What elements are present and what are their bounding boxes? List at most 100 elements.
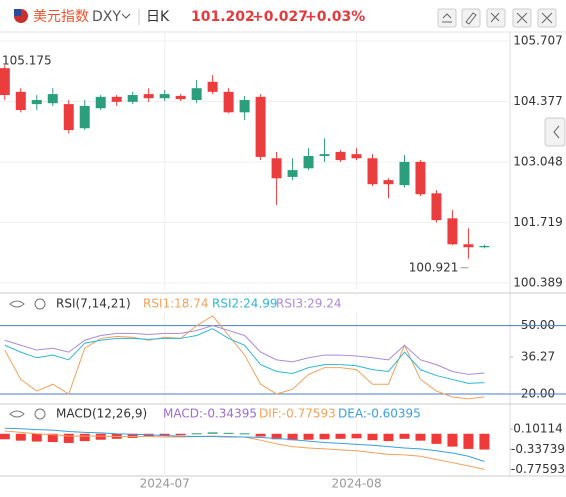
legend-item: DIF:-0.77593 xyxy=(259,407,336,421)
candle-body xyxy=(415,161,426,195)
macd-bar xyxy=(303,433,314,440)
legend-item: MACD:-0.34395 xyxy=(163,407,257,421)
y-tick-label: 105.707 xyxy=(513,34,563,48)
candle-body xyxy=(31,100,42,105)
candle-body xyxy=(159,94,170,99)
candle-body xyxy=(0,68,10,96)
indicator-title: RSI(7,14,21) xyxy=(56,297,131,311)
macd-bar xyxy=(479,433,490,450)
macd-bar xyxy=(15,433,26,441)
candle-body xyxy=(191,88,202,101)
y-tick-label: 100.389 xyxy=(513,275,563,289)
candle-body xyxy=(95,96,106,109)
macd-bar xyxy=(191,433,202,435)
candle-body xyxy=(367,158,378,185)
eye-icon[interactable] xyxy=(9,300,25,308)
candle-body xyxy=(431,193,442,221)
macd-bar xyxy=(79,433,90,442)
macd-header: MACD(12,26,9) MACD:-0.34395 DIF:-0.77593… xyxy=(9,407,421,421)
legend-item: DEA:-0.60395 xyxy=(338,407,421,421)
eye-icon[interactable] xyxy=(9,410,25,418)
settings-icon[interactable] xyxy=(34,298,46,310)
macd-bar xyxy=(47,433,58,443)
macd-bar xyxy=(367,433,378,441)
macd-bar xyxy=(207,432,218,434)
y-tick-label: 0.10114 xyxy=(513,422,563,436)
dropdown-arrow[interactable] xyxy=(121,13,131,19)
y-tick-label: 101.719 xyxy=(513,215,563,229)
candle-body xyxy=(447,218,458,245)
indicator-title: MACD(12,26,9) xyxy=(56,407,147,421)
period[interactable]: 日K xyxy=(146,9,170,25)
settings-icon[interactable] xyxy=(34,408,46,420)
y-tick-label: -0.77593 xyxy=(511,462,565,476)
candle-body xyxy=(47,94,58,104)
candle-body xyxy=(111,96,122,102)
macd-bar xyxy=(175,433,186,436)
tool-button[interactable] xyxy=(437,8,457,28)
macd-bar xyxy=(351,433,362,439)
high-annotation: 105.175 xyxy=(2,54,52,68)
low-annotation: 100.921 xyxy=(409,260,459,274)
legend-item: RSI3:29.24 xyxy=(276,297,342,311)
indicator-line xyxy=(4,328,485,384)
y-tick-label: -0.33739 xyxy=(511,442,565,456)
instrument-symbol[interactable]: DXY xyxy=(92,9,121,25)
candle-body xyxy=(207,81,218,92)
candle-body xyxy=(399,161,410,186)
candle-body xyxy=(15,91,26,111)
legend-item: RSI2:24.99 xyxy=(212,297,278,311)
candle-body xyxy=(143,94,154,99)
rsi-header: RSI(7,14,21) RSI1:18.74 RSI2:24.99 RSI3:… xyxy=(9,297,342,311)
candle-body xyxy=(79,105,90,129)
macd-bar xyxy=(319,433,330,440)
y-tick-label: 104.377 xyxy=(513,94,563,108)
change: +0.027 xyxy=(252,9,308,25)
change-percent: +0.03% xyxy=(305,9,365,25)
candle-body xyxy=(223,91,234,113)
macd-bar xyxy=(271,433,282,440)
candle-body xyxy=(287,170,298,177)
macd-bar xyxy=(159,433,170,437)
y-tick-label: 36.27 xyxy=(521,349,555,363)
macd-bar xyxy=(463,433,474,449)
candle-body xyxy=(383,180,394,185)
tool-button[interactable] xyxy=(461,8,481,28)
macd-bar xyxy=(447,433,458,447)
macd-bar xyxy=(415,433,426,441)
indicator-line xyxy=(4,325,485,375)
x-tick-label: 2024-07 xyxy=(140,477,190,491)
candle-body xyxy=(335,151,346,161)
candle-body xyxy=(239,100,250,113)
y-tick-label: 103.048 xyxy=(513,155,563,169)
legend-item: RSI1:18.74 xyxy=(143,297,209,311)
instrument-name: 美元指数 xyxy=(33,9,89,25)
indicator-line xyxy=(4,427,485,462)
tool-icon xyxy=(442,12,553,25)
macd-bar xyxy=(143,433,154,437)
collapse-icon xyxy=(553,125,560,139)
macd-bar xyxy=(383,433,394,442)
flag-canton xyxy=(14,9,21,16)
candle-body xyxy=(271,158,282,179)
macd-bar xyxy=(31,433,42,442)
macd-bar xyxy=(335,433,346,439)
candle-body xyxy=(319,154,330,156)
candle-body xyxy=(463,244,474,248)
candle-body xyxy=(303,155,314,169)
macd-bar xyxy=(255,433,266,437)
candle-body xyxy=(127,95,138,102)
collapse-button[interactable] xyxy=(544,117,566,147)
candle-body xyxy=(175,95,186,100)
macd-bar xyxy=(399,433,410,439)
macd-bar xyxy=(127,433,138,438)
macd-bar xyxy=(431,433,442,444)
candle-body xyxy=(351,154,362,159)
macd-bar xyxy=(287,433,298,441)
macd-bar xyxy=(63,433,74,443)
candle-body xyxy=(479,245,490,248)
candle-body xyxy=(255,96,266,157)
macd-bar xyxy=(95,433,106,440)
macd-bar xyxy=(223,432,234,434)
